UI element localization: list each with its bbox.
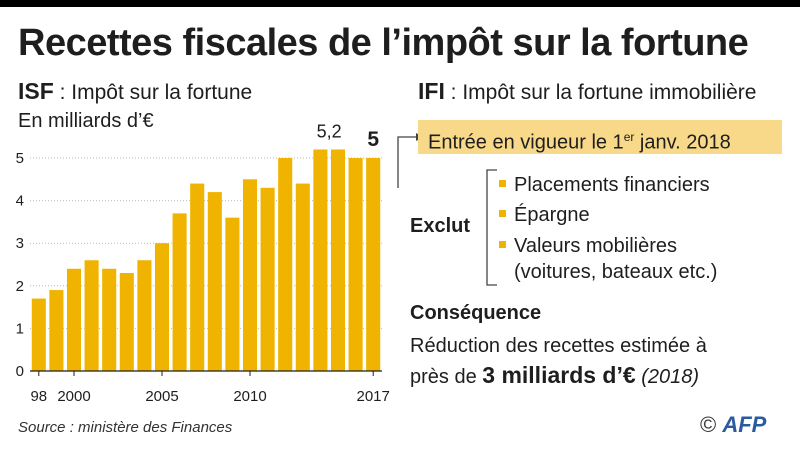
source-note: Source : ministère des Finances: [18, 419, 233, 436]
connector-line: [397, 136, 416, 188]
isf-bar-chart: 0 1 2 3 4 5 98 2000 2005 2010 2017 5,2 5: [16, 121, 390, 405]
bar-2000: [66, 268, 82, 371]
exclude-item: Épargne: [499, 204, 590, 227]
exclude-item: Valeurs mobilières: [499, 235, 677, 258]
ifi-entry-post: janv. 2018: [634, 131, 731, 154]
consequence-line1: Réduction des recettes estimée à: [410, 335, 707, 357]
data-label: 5,2: [317, 121, 342, 141]
isf-unit: En milliards d’€: [18, 110, 154, 132]
exclude-item: Placements financiers: [499, 174, 710, 197]
x-tick-label: 98: [30, 388, 47, 405]
ifi-abbr: IFI: [418, 78, 445, 104]
isf-abbr: ISF: [18, 78, 54, 104]
ifi-header: IFI : Impôt sur la fortune immobilière: [418, 78, 756, 105]
bar-2008: [207, 192, 222, 371]
y-tick-label: 4: [16, 193, 24, 210]
bar-2007: [190, 183, 205, 371]
bar-2016: [348, 158, 363, 371]
x-tick-label: 2010: [233, 388, 266, 405]
afp-logo: AFP: [722, 412, 767, 437]
y-tick-label: 0: [16, 363, 24, 380]
exclude-item-detail: (voitures, bateaux etc.): [514, 261, 718, 283]
bar-1999: [49, 290, 64, 371]
consequence-year: (2018): [635, 366, 700, 388]
bar-2006: [172, 213, 187, 371]
bar-2002: [102, 268, 117, 371]
bar-2010: [242, 179, 258, 371]
y-tick-label: 5: [16, 150, 24, 167]
bar-2001: [84, 260, 99, 371]
bar-2009: [225, 217, 240, 371]
bar-1998: [31, 298, 46, 371]
ifi-label: : Impôt sur la fortune immobilière: [444, 81, 757, 104]
bar-2004: [137, 260, 152, 371]
bar-2013: [295, 183, 310, 371]
x-tick-label: 2017: [357, 388, 390, 405]
data-label: 5: [367, 128, 379, 151]
y-tick-label: 1: [16, 320, 24, 337]
x-tick-label: 2005: [145, 388, 178, 405]
ifi-entry-box: Entrée en vigueur le 1er janv. 2018: [418, 120, 782, 154]
bullet-square-icon: [499, 210, 506, 218]
excludes-label: Exclut: [410, 215, 471, 237]
bar-2012: [278, 158, 293, 371]
isf-header: ISF : Impôt sur la fortune: [18, 78, 252, 105]
bar-2014: [313, 149, 328, 371]
x-tick-label: 2000: [57, 388, 90, 405]
y-tick-label: 3: [16, 235, 24, 252]
ifi-entry-pre: Entrée en vigueur le 1: [428, 131, 624, 154]
y-tick-label: 2: [16, 278, 24, 295]
bar-2017: [366, 158, 381, 371]
bullet-square-icon: [499, 180, 506, 188]
ifi-entry-sup: er: [623, 130, 635, 144]
bar-2003: [119, 273, 134, 371]
exclusion-bracket: [486, 169, 497, 286]
copyright-symbol: ©: [700, 412, 717, 437]
consequence-title: Conséquence: [410, 302, 542, 324]
page-title: Recettes fiscales de l’impôt sur la fort…: [18, 22, 749, 64]
afp-credit: © AFP: [700, 412, 766, 438]
consequence-value: 3 milliards d’€: [482, 362, 636, 388]
bar-2015: [330, 149, 346, 371]
bar-2011: [260, 187, 275, 371]
isf-label: : Impôt sur la fortune: [53, 81, 253, 104]
consequence-line2: près de 3 milliards d’€ (2018): [410, 362, 700, 388]
bar-2005: [154, 243, 170, 371]
bullet-square-icon: [499, 241, 506, 249]
top-border: [0, 0, 800, 7]
